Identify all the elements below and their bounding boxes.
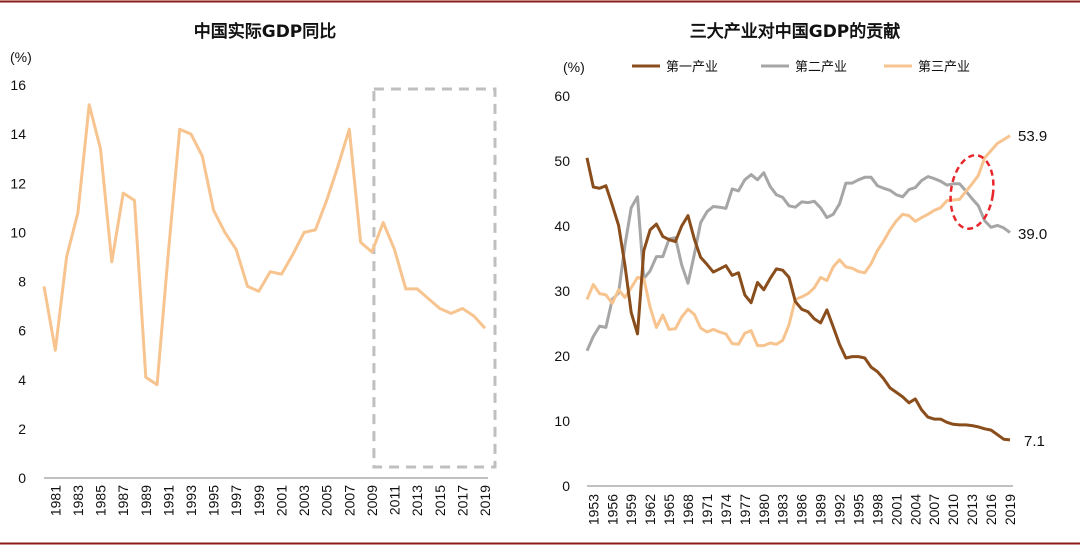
right-x-tick-label: 1968 [680, 494, 696, 525]
right-x-tick-label: 1959 [623, 494, 639, 525]
right-x-tick-label: 1953 [585, 494, 601, 525]
right-y-tick-label: 60 [554, 88, 570, 104]
right-x-tick-label: 1983 [775, 494, 791, 525]
left-x-tick-label: 1997 [228, 485, 244, 516]
right-y-unit-label: (%) [563, 59, 585, 75]
left-x-tick-label: 1993 [183, 485, 199, 516]
left-x-tick-label: 2003 [296, 485, 312, 516]
legend: 第一产业 第二产业 第三产业 [632, 60, 970, 75]
right-x-tick-label: 1962 [642, 494, 658, 525]
highlight-ellipse [949, 153, 995, 231]
right-x-tick-label: 2004 [907, 494, 923, 525]
right-y-ticks: 0 10 20 30 40 50 60 [554, 88, 570, 494]
right-x-tick-label: 1977 [737, 494, 753, 525]
left-x-tick-label: 1983 [70, 485, 86, 516]
legend-label-tertiary: 第三产业 [918, 60, 970, 75]
right-y-tick-label: 10 [554, 413, 570, 429]
legend-label-primary: 第一产业 [666, 60, 718, 75]
right-x-tick-label: 1995 [850, 494, 866, 525]
right-y-tick-label: 40 [554, 218, 570, 234]
legend-label-secondary: 第二产业 [795, 60, 847, 75]
right-x-tick-label: 1989 [813, 494, 829, 525]
right-x-tick-label: 2019 [1002, 494, 1018, 525]
right-x-tick-label: 1956 [604, 494, 620, 525]
left-y-ticks: 0 2 4 6 8 10 12 14 16 [10, 77, 26, 486]
right-x-tick-label: 1971 [699, 494, 715, 525]
left-y-tick-label: 16 [10, 77, 26, 93]
left-x-tick-label: 2011 [387, 485, 403, 515]
sector-contribution-chart: 三大产业对中国GDP的贡献 (%) 第一产业 第二产业 第三产业 0 10 20 30… [554, 21, 1047, 525]
left-x-tick-label: 1985 [93, 485, 109, 516]
right-x-tick-label: 2010 [945, 494, 961, 525]
left-y-tick-label: 2 [18, 421, 26, 437]
left-y-tick-label: 6 [18, 323, 26, 339]
end-label-secondary: 39.0 [1018, 226, 1047, 243]
left-x-tick-label: 2001 [273, 485, 289, 516]
right-x-tick-label: 2001 [888, 494, 904, 525]
left-x-tick-label: 1981 [47, 485, 63, 516]
right-x-tick-label: 2013 [964, 494, 980, 525]
left-x-tick-label: 2007 [341, 485, 357, 516]
left-x-tick-label: 2017 [454, 485, 470, 516]
right-x-tick-label: 1992 [832, 494, 848, 525]
left-x-tick-label: 2019 [477, 485, 493, 516]
left-x-ticks: 1981 1983 1985 1987 1989 1991 1993 1995 1997 1999… [47, 485, 493, 516]
right-x-tick-label: 1980 [756, 494, 772, 525]
right-x-tick-label: 1998 [869, 494, 885, 525]
left-x-tick-label: 2013 [409, 485, 425, 516]
right-x-tick-label: 1965 [661, 494, 677, 525]
right-x-tick-label: 2016 [983, 494, 999, 525]
left-chart-title: 中国实际GDP同比 [194, 21, 337, 42]
right-y-tick-label: 0 [562, 478, 570, 494]
dashed-highlight-box [372, 87, 497, 469]
left-x-tick-label: 1999 [251, 485, 267, 516]
right-y-tick-label: 20 [554, 348, 570, 364]
left-x-tick-label: 1987 [115, 485, 131, 516]
left-y-tick-label: 0 [18, 470, 26, 486]
left-x-tick-label: 2009 [364, 485, 380, 516]
series-line-secondary [585, 171, 1011, 352]
right-y-tick-label: 30 [554, 283, 570, 299]
left-y-tick-label: 12 [10, 175, 26, 191]
left-y-tick-label: 14 [10, 126, 26, 142]
right-x-tick-label: 1974 [718, 494, 734, 525]
right-x-ticks: 1953 1956 1959 1962 1965 1968 1971 1974 1977 1980… [585, 494, 1018, 525]
gdp-yoy-chart: 中国实际GDP同比 (%) 0 2 4 6 8 10 12 14 16 1981 1983 1985… [10, 21, 497, 516]
left-x-tick-label: 2015 [432, 485, 448, 516]
left-x-tick-label: 1991 [160, 485, 176, 516]
series-line-primary [585, 157, 1011, 442]
left-y-unit-label: (%) [10, 49, 32, 65]
left-x-tick-label: 1989 [138, 485, 154, 516]
right-x-tick-label: 2007 [926, 494, 942, 525]
right-y-tick-label: 50 [554, 153, 570, 169]
left-y-tick-label: 8 [18, 274, 26, 290]
gdp-yoy-line [42, 103, 487, 387]
right-chart-title: 三大产业对中国GDP的贡献 [690, 21, 901, 42]
left-x-tick-label: 1995 [206, 485, 222, 516]
left-y-tick-label: 10 [10, 224, 26, 240]
right-x-tick-label: 1986 [794, 494, 810, 525]
left-x-tick-label: 2005 [319, 485, 335, 516]
end-label-primary: 7.1 [1024, 433, 1045, 450]
end-label-tertiary: 53.9 [1018, 128, 1047, 145]
left-y-tick-label: 4 [18, 372, 26, 388]
series-line-tertiary [585, 134, 1011, 348]
